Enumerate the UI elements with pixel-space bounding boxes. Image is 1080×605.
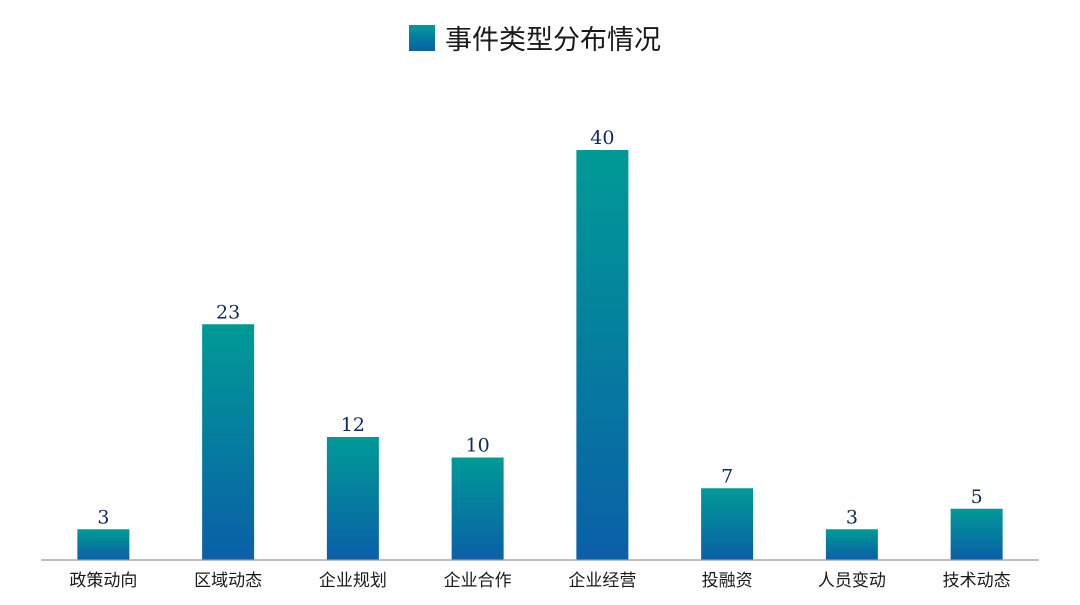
bar-4	[576, 150, 629, 560]
bar-value-label-1: 23	[216, 301, 240, 323]
x-tick-label-4: 企业经营	[568, 571, 636, 591]
x-tick-label-3: 企业合作	[444, 571, 512, 591]
bar-value-label-0: 3	[97, 506, 109, 528]
bar-5	[701, 488, 754, 560]
bar-value-label-6: 3	[846, 506, 858, 528]
bar-1	[202, 324, 255, 560]
bar-value-label-3: 10	[466, 435, 490, 457]
bars-layer	[77, 150, 1003, 560]
bar-value-label-7: 5	[971, 486, 983, 508]
bar-value-label-4: 40	[590, 127, 614, 149]
legend-label: 事件类型分布情况	[445, 25, 661, 56]
bar-value-label-2: 12	[341, 414, 365, 436]
bar-6	[825, 529, 878, 560]
x-tick-label-5: 投融资	[702, 571, 753, 591]
bar-7	[950, 508, 1003, 560]
x-tick-label-1: 区域动态	[194, 571, 262, 591]
x-axis-tick-labels: 政策动向 区域动态 企业规划 企业合作 企业经营 投融资 人员变动 技术动态	[69, 571, 1010, 591]
x-tick-label-7: 技术动态	[943, 571, 1011, 591]
value-labels-layer: 3 23 12 10 40 7 3 5	[97, 127, 982, 528]
bar-2	[326, 437, 379, 560]
bar-0	[77, 529, 130, 560]
x-tick-label-0: 政策动向	[69, 571, 137, 591]
x-tick-label-6: 人员变动	[818, 571, 886, 591]
chart-legend: 事件类型分布情况	[409, 25, 661, 56]
x-tick-label-2: 企业规划	[319, 571, 387, 591]
legend-swatch	[409, 25, 435, 51]
bar-value-label-5: 7	[721, 465, 733, 487]
bar-3	[451, 457, 504, 560]
